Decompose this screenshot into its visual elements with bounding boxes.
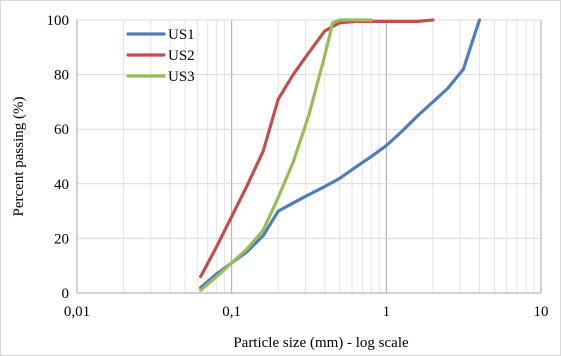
- series-us3: [199, 18, 373, 292]
- grid: [77, 19, 542, 293]
- series-line-us3: [199, 18, 373, 292]
- series-line-us1: [199, 18, 482, 290]
- legend-item-us1: US1: [126, 27, 195, 43]
- y-tick-label: 20: [54, 231, 69, 247]
- series-us1: [199, 18, 482, 290]
- y-axis-title: Percent passing (%): [11, 97, 27, 217]
- legend-label: US3: [168, 69, 195, 85]
- x-tick-label: 10: [534, 304, 549, 320]
- x-tick-label: 0,01: [64, 304, 90, 320]
- series-lines: [199, 18, 482, 292]
- y-tick-label: 40: [54, 177, 69, 193]
- x-tick-label: 0,1: [222, 304, 241, 320]
- series-us2: [199, 18, 435, 279]
- legend-label: US2: [168, 48, 195, 64]
- x-axis-title: Particle size (mm) - log scale: [233, 335, 409, 351]
- y-tick-label: 100: [47, 13, 70, 29]
- x-tick-label: 1: [383, 304, 391, 320]
- legend: US1 US2 US3: [126, 27, 195, 85]
- series-line-us2: [199, 18, 435, 279]
- legend-item-us3: US3: [126, 69, 195, 85]
- y-tick-label: 60: [54, 122, 69, 138]
- y-tick-label: 0: [62, 286, 70, 302]
- legend-item-us2: US2: [126, 48, 195, 64]
- y-tick-label: 80: [54, 68, 69, 84]
- legend-label: US1: [168, 27, 195, 43]
